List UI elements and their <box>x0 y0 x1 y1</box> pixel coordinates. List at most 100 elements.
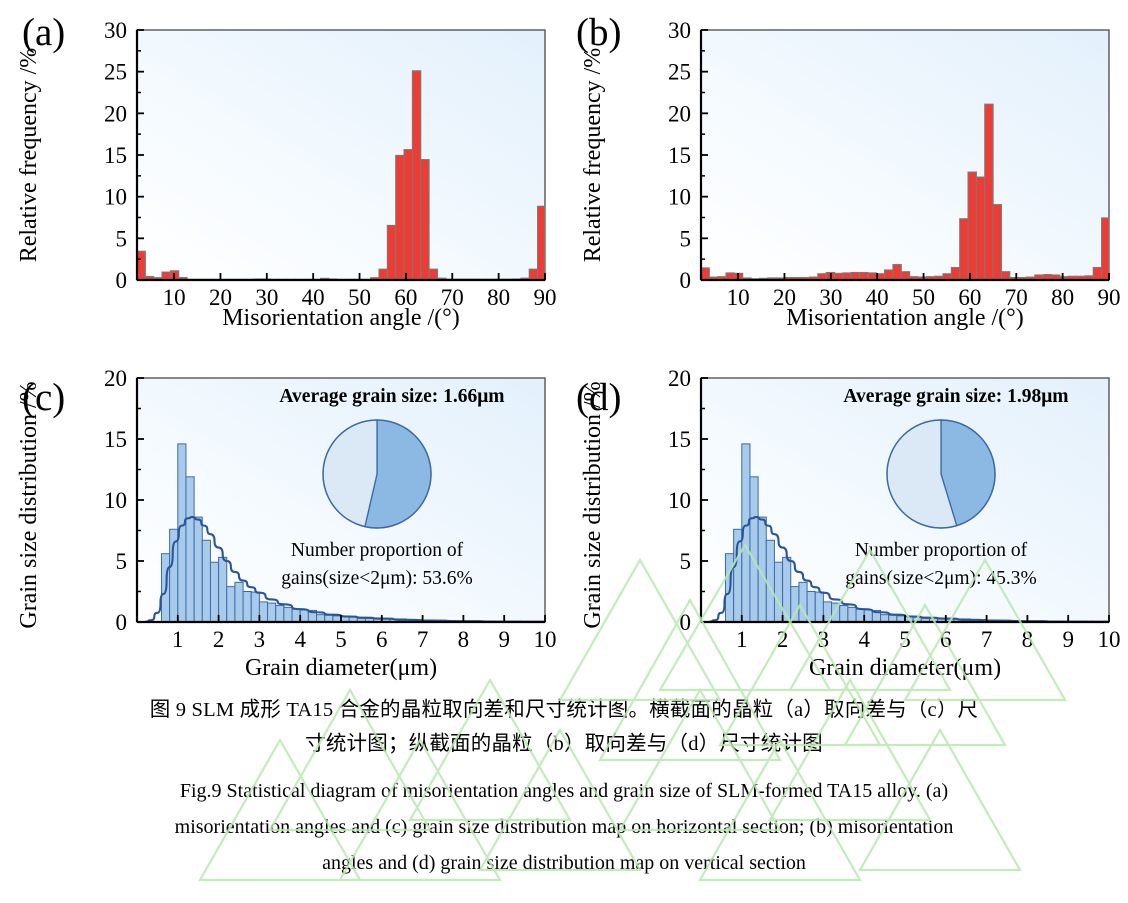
y-axis-title-c: Grain size distribution /% <box>16 381 42 628</box>
pie-chart-c <box>322 419 432 529</box>
proportion-line1-c: Number proportion of <box>291 540 464 561</box>
bar <box>136 250 146 281</box>
bar <box>209 561 220 623</box>
y-tick-label: 20 <box>668 370 691 391</box>
bar <box>378 268 388 281</box>
bar <box>403 149 413 281</box>
bar <box>275 605 285 623</box>
x-tick-label: 2 <box>777 627 789 652</box>
x-tick-label: 30 <box>255 285 278 310</box>
y-tick-label: 5 <box>116 549 128 574</box>
bar <box>859 271 869 281</box>
panel-c: (c) 1 2 3 4 5 6 7 8 9 10 0 5 10 15 20 Average grain si… <box>0 370 564 690</box>
x-tick-label: 60 <box>394 285 417 310</box>
bar <box>831 602 841 623</box>
panel-a: (a) 10 20 30 40 50 60 70 80 90 0 5 10 15 20 25 30 Misor… <box>0 0 564 340</box>
bar <box>975 176 986 281</box>
x-tick-label: 10 <box>727 285 750 310</box>
bar <box>806 591 816 623</box>
bar <box>884 269 894 281</box>
x-tick-label: 20 <box>209 285 232 310</box>
y-tick-label: 10 <box>104 185 127 210</box>
y-tick-label: 20 <box>668 101 691 126</box>
x-tick-label: 8 <box>1022 627 1034 652</box>
bar <box>847 606 857 623</box>
x-tick-label: 7 <box>981 627 993 652</box>
y-tick-label: 10 <box>668 488 691 513</box>
bar <box>1092 266 1103 281</box>
caption-chinese-line1: 图 9 SLM 成形 TA15 合金的晶粒取向差和尺寸统计图。横截面的晶粒（a）… <box>149 699 979 721</box>
y-tick-label: 15 <box>104 427 127 452</box>
bar <box>773 561 784 623</box>
x-tick-label: 70 <box>441 285 464 310</box>
x-tick-label: 2 <box>213 627 225 652</box>
x-tick-label: 6 <box>940 627 952 652</box>
x-tick-label: 4 <box>294 627 306 652</box>
panel-a-letter: (a) <box>22 11 65 54</box>
y-tick-label: 5 <box>680 549 692 574</box>
y-axis-title-a: Relative frequency /% <box>16 48 42 263</box>
bar <box>950 266 961 281</box>
proportion-line2-c: gains(size<2μm): 53.6% <box>281 568 473 589</box>
panel-b-chart: (b) 10 20 30 40 50 60 70 80 90 0 5 10 15 20 25 30 Misor… <box>576 11 1121 331</box>
bar <box>790 586 800 623</box>
bar <box>226 586 236 623</box>
y-axis-title-d: Grain size distribution /% <box>580 381 606 628</box>
y-tick-label: 20 <box>104 370 127 391</box>
x-tick-label: 5 <box>899 627 911 652</box>
bar <box>967 171 977 281</box>
plot-area-a <box>136 29 546 281</box>
bar <box>839 605 849 623</box>
bar <box>420 159 430 281</box>
y-tick-label: 0 <box>680 268 692 293</box>
y-tick-label: 15 <box>668 143 691 168</box>
x-tick-label: 9 <box>498 627 510 652</box>
y-tick-label: 10 <box>668 185 691 210</box>
caption-chinese-line2: 寸统计图；纵截面的晶粒（b）取向差与（d）尺寸统计图 <box>305 733 823 755</box>
bar <box>1000 271 1011 281</box>
bar <box>892 264 902 281</box>
x-tick-label: 5 <box>335 627 347 652</box>
x-tick-label: 50 <box>912 285 935 310</box>
bar <box>428 268 438 281</box>
bar <box>218 556 228 623</box>
x-tick-label: 60 <box>958 285 981 310</box>
bar <box>258 601 269 623</box>
bar <box>537 205 546 281</box>
y-tick-label: 30 <box>668 18 691 43</box>
bar <box>863 609 873 623</box>
y-tick-label: 15 <box>668 427 691 452</box>
x-tick-label: 40 <box>302 285 325 310</box>
y-tick-label: 0 <box>680 610 692 635</box>
bar <box>528 268 539 281</box>
x-tick-label: 1 <box>172 627 184 652</box>
panel-d-letter: (d) <box>576 376 621 419</box>
panel-c-letter: (c) <box>22 376 65 419</box>
caption-english-line1: Fig.9 Statistical diagram of misorientat… <box>179 780 949 802</box>
bar <box>185 476 195 623</box>
x-tick-label: 1 <box>736 627 748 652</box>
bar <box>1101 217 1110 281</box>
x-tick-label: 7 <box>417 627 429 652</box>
axis-a: 10 20 30 40 50 60 70 80 90 0 5 10 15 20 25 30 <box>104 18 557 310</box>
caption-english-line3: angles and (d) grain size distribution m… <box>322 852 806 874</box>
x-axis-title-c: Grain diameter(μm) <box>245 655 437 681</box>
y-tick-label: 0 <box>116 610 128 635</box>
bar <box>959 218 969 281</box>
pie-chart-d <box>886 419 996 529</box>
y-tick-label: 5 <box>116 226 128 251</box>
axis-c: 1 2 3 4 5 6 7 8 9 10 0 5 10 15 20 <box>104 370 557 652</box>
x-tick-label: 90 <box>534 285 557 310</box>
bar <box>267 602 277 623</box>
proportion-line2-d: gains(size<2μm): 45.3% <box>845 568 1037 589</box>
panel-d-chart: (d) 1 2 3 4 5 6 7 8 9 10 0 5 10 15 20 Average grain si… <box>576 370 1121 681</box>
panel-a-chart: (a) 10 20 30 40 50 60 70 80 90 0 5 10 15 20 25 30 Misor… <box>16 11 557 331</box>
x-tick-label: 30 <box>819 285 842 310</box>
panel-d: (d) 1 2 3 4 5 6 7 8 9 10 0 5 10 15 20 Average grain si… <box>564 370 1128 690</box>
bar <box>193 516 203 623</box>
x-tick-label: 3 <box>254 627 266 652</box>
bar <box>757 516 767 623</box>
bar <box>283 606 293 623</box>
y-axis-title-b: Relative frequency /% <box>580 48 606 263</box>
pie-outline <box>886 419 996 529</box>
